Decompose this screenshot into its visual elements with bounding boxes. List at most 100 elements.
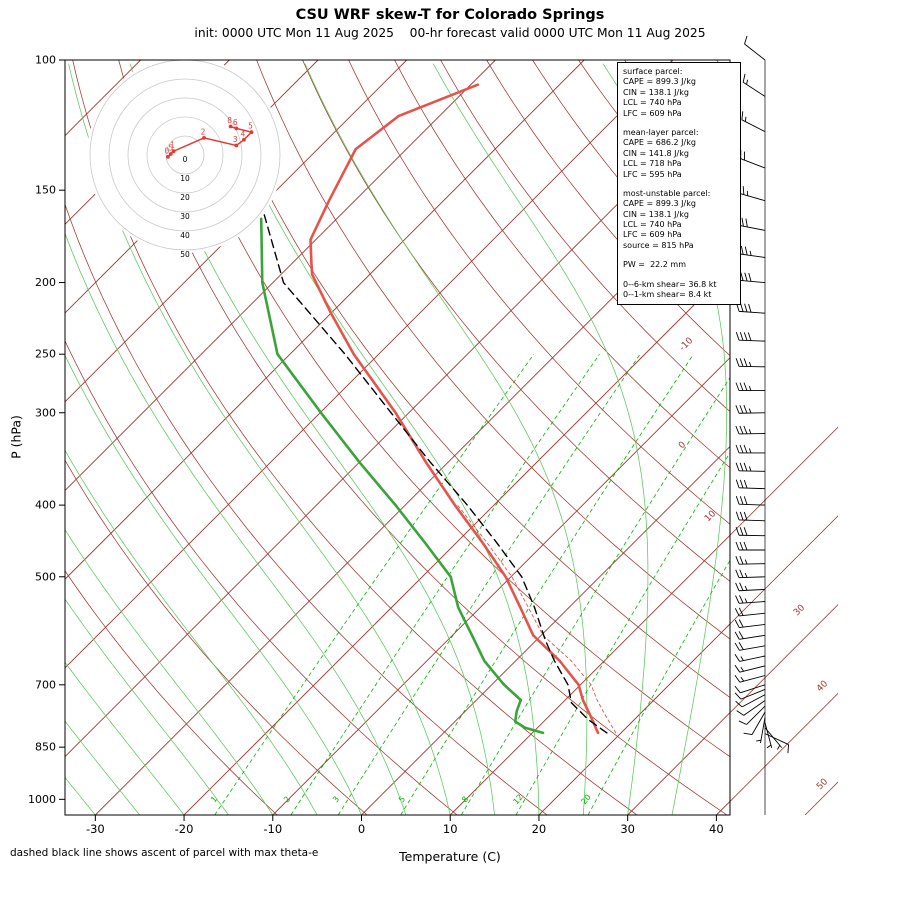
wind-barb <box>734 619 766 629</box>
wind-barb <box>735 495 766 506</box>
info-line: most-unstable parcel: <box>623 188 711 198</box>
wind-barb <box>735 582 766 592</box>
wind-barb <box>735 382 765 392</box>
pressure-tick-label: 700 <box>35 678 56 691</box>
info-line: 0--6-km shear= 36.8 kt <box>623 279 717 289</box>
info-line: CIN = 138.1 J/kg <box>623 209 689 219</box>
wind-barb <box>756 717 766 744</box>
hodograph-point <box>171 149 176 154</box>
dewpoint-line <box>259 217 545 735</box>
info-line: LCL = 718 hPa <box>623 159 682 169</box>
wind-barb <box>741 111 766 133</box>
wind-barb <box>740 150 766 169</box>
wind-barb <box>764 722 773 749</box>
x-axis-title: Temperature (C) <box>399 849 501 864</box>
info-section: 0--6-km shear= 36.8 kt 0--1-km shear= 8.4… <box>623 280 735 301</box>
wind-barb <box>735 479 766 490</box>
wind-barb <box>738 184 766 202</box>
virtual-temperature-line <box>457 504 617 734</box>
mixing-ratio-label: 2 <box>282 795 292 805</box>
wind-barb <box>734 684 766 694</box>
temperature-tick-label: -10 <box>263 822 282 836</box>
isotherm-label: 30 <box>792 603 807 618</box>
info-line: LCL = 740 hPa <box>623 98 682 108</box>
pressure-tick-label: 850 <box>35 741 56 754</box>
temperature-tick-label: 20 <box>532 822 547 836</box>
page-subtitle: init: 0000 UTC Mon 11 Aug 2025 00-hr for… <box>194 26 706 40</box>
wind-barb <box>743 711 766 736</box>
info-line: CAPE = 686.2 J/kg <box>623 138 696 148</box>
wind-barb <box>734 642 766 651</box>
page-title: CSU WRF skew-T for Colorado Springs <box>295 7 605 23</box>
temperature-tick-label: -20 <box>175 822 194 836</box>
hodograph-point <box>234 143 239 148</box>
info-section: most-unstable parcel: CAPE = 899.3 J/kg CI… <box>623 189 735 251</box>
hodograph-height-label: 4 <box>241 129 246 138</box>
hodograph-ring-label: 50 <box>180 250 190 259</box>
wind-barb <box>735 694 766 708</box>
mixing-ratio-label: 12 <box>511 793 524 807</box>
wind-barb <box>742 73 766 97</box>
wind-barb <box>735 541 765 551</box>
mixing-ratio-label: 1 <box>209 795 219 805</box>
hodograph-ring-label: 30 <box>180 212 190 221</box>
wind-barb <box>735 511 766 522</box>
hodograph-ring-label: 0 <box>183 155 188 164</box>
mixing-ratio-labels: 1 2 3 5 8 12 20 <box>209 793 593 807</box>
pressure-tick-label: 150 <box>35 184 56 197</box>
pressure-tick-label: 100 <box>35 54 56 67</box>
info-line: LFC = 609 hPa <box>623 230 682 240</box>
wind-barb <box>738 705 766 725</box>
info-line: LFC = 609 hPa <box>623 108 682 118</box>
temperature-tick-label: -30 <box>86 822 105 836</box>
wind-barb <box>737 216 766 231</box>
wind-barb <box>734 631 766 640</box>
temperature-tick-label: 0 <box>358 822 365 836</box>
wind-barb <box>735 425 766 435</box>
wind-barb <box>735 358 766 368</box>
hodograph-point <box>242 137 246 142</box>
hodograph-point <box>228 124 233 129</box>
wind-barb <box>735 331 766 342</box>
mixing-ratio-label: 8 <box>460 795 470 805</box>
mixing-ratio-lines <box>214 353 730 815</box>
parcel-max-thetae-line <box>263 214 608 734</box>
isotherm-label: -10 <box>678 336 696 354</box>
pressure-tick-label: 400 <box>35 499 56 512</box>
hodograph-height-label: 0 <box>165 146 170 155</box>
isotherms <box>65 60 730 815</box>
isotherm-label: 50 <box>815 777 830 792</box>
wind-barb <box>764 727 783 750</box>
info-line: CIN = 138.1 J/kg <box>623 87 689 97</box>
hodograph-ring-label: 10 <box>180 174 190 183</box>
hodograph-point <box>168 152 173 156</box>
wind-barb <box>735 462 766 472</box>
wind-barb <box>736 700 766 716</box>
wind-barb <box>744 35 766 61</box>
hodograph-point <box>166 155 170 159</box>
isotherm-label: 0 <box>677 440 688 451</box>
temperature-line <box>309 83 600 735</box>
wind-barb <box>764 733 790 754</box>
wind-barb-column <box>734 35 790 815</box>
isotherm-label: 40 <box>815 679 830 694</box>
pressure-tick-label: 300 <box>35 406 56 419</box>
hodograph-height-label: 6 <box>233 118 238 127</box>
mixing-ratio-label: 3 <box>331 795 341 805</box>
wind-barb <box>735 555 766 565</box>
hodograph-point <box>202 136 206 140</box>
hodograph-height-label: 2 <box>201 127 206 136</box>
info-line: source = 815 hPa <box>623 240 694 250</box>
mixing-ratio-label: 20 <box>579 793 592 807</box>
wind-barb <box>735 569 766 579</box>
pressure-tick-label: 500 <box>35 570 56 583</box>
wind-barb <box>734 675 766 683</box>
info-line: CIN = 141.8 J/kg <box>623 148 689 158</box>
temperature-tick-label: 30 <box>620 822 635 836</box>
wind-barb <box>735 527 766 537</box>
y-axis-title: P (hPa) <box>8 415 24 459</box>
info-line: 0--1-km shear= 8.4 kt <box>623 290 712 300</box>
